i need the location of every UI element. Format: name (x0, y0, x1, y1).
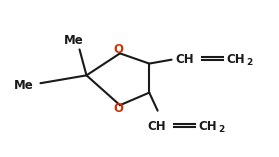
Text: CH: CH (148, 120, 167, 133)
Text: Me: Me (64, 34, 84, 47)
Text: O: O (114, 43, 124, 56)
Text: CH: CH (198, 120, 217, 133)
Text: CH: CH (175, 53, 194, 66)
Text: O: O (114, 102, 124, 115)
Text: 2: 2 (246, 58, 252, 67)
Text: Me: Me (14, 79, 33, 92)
Text: CH: CH (226, 53, 245, 66)
Text: 2: 2 (218, 125, 224, 134)
